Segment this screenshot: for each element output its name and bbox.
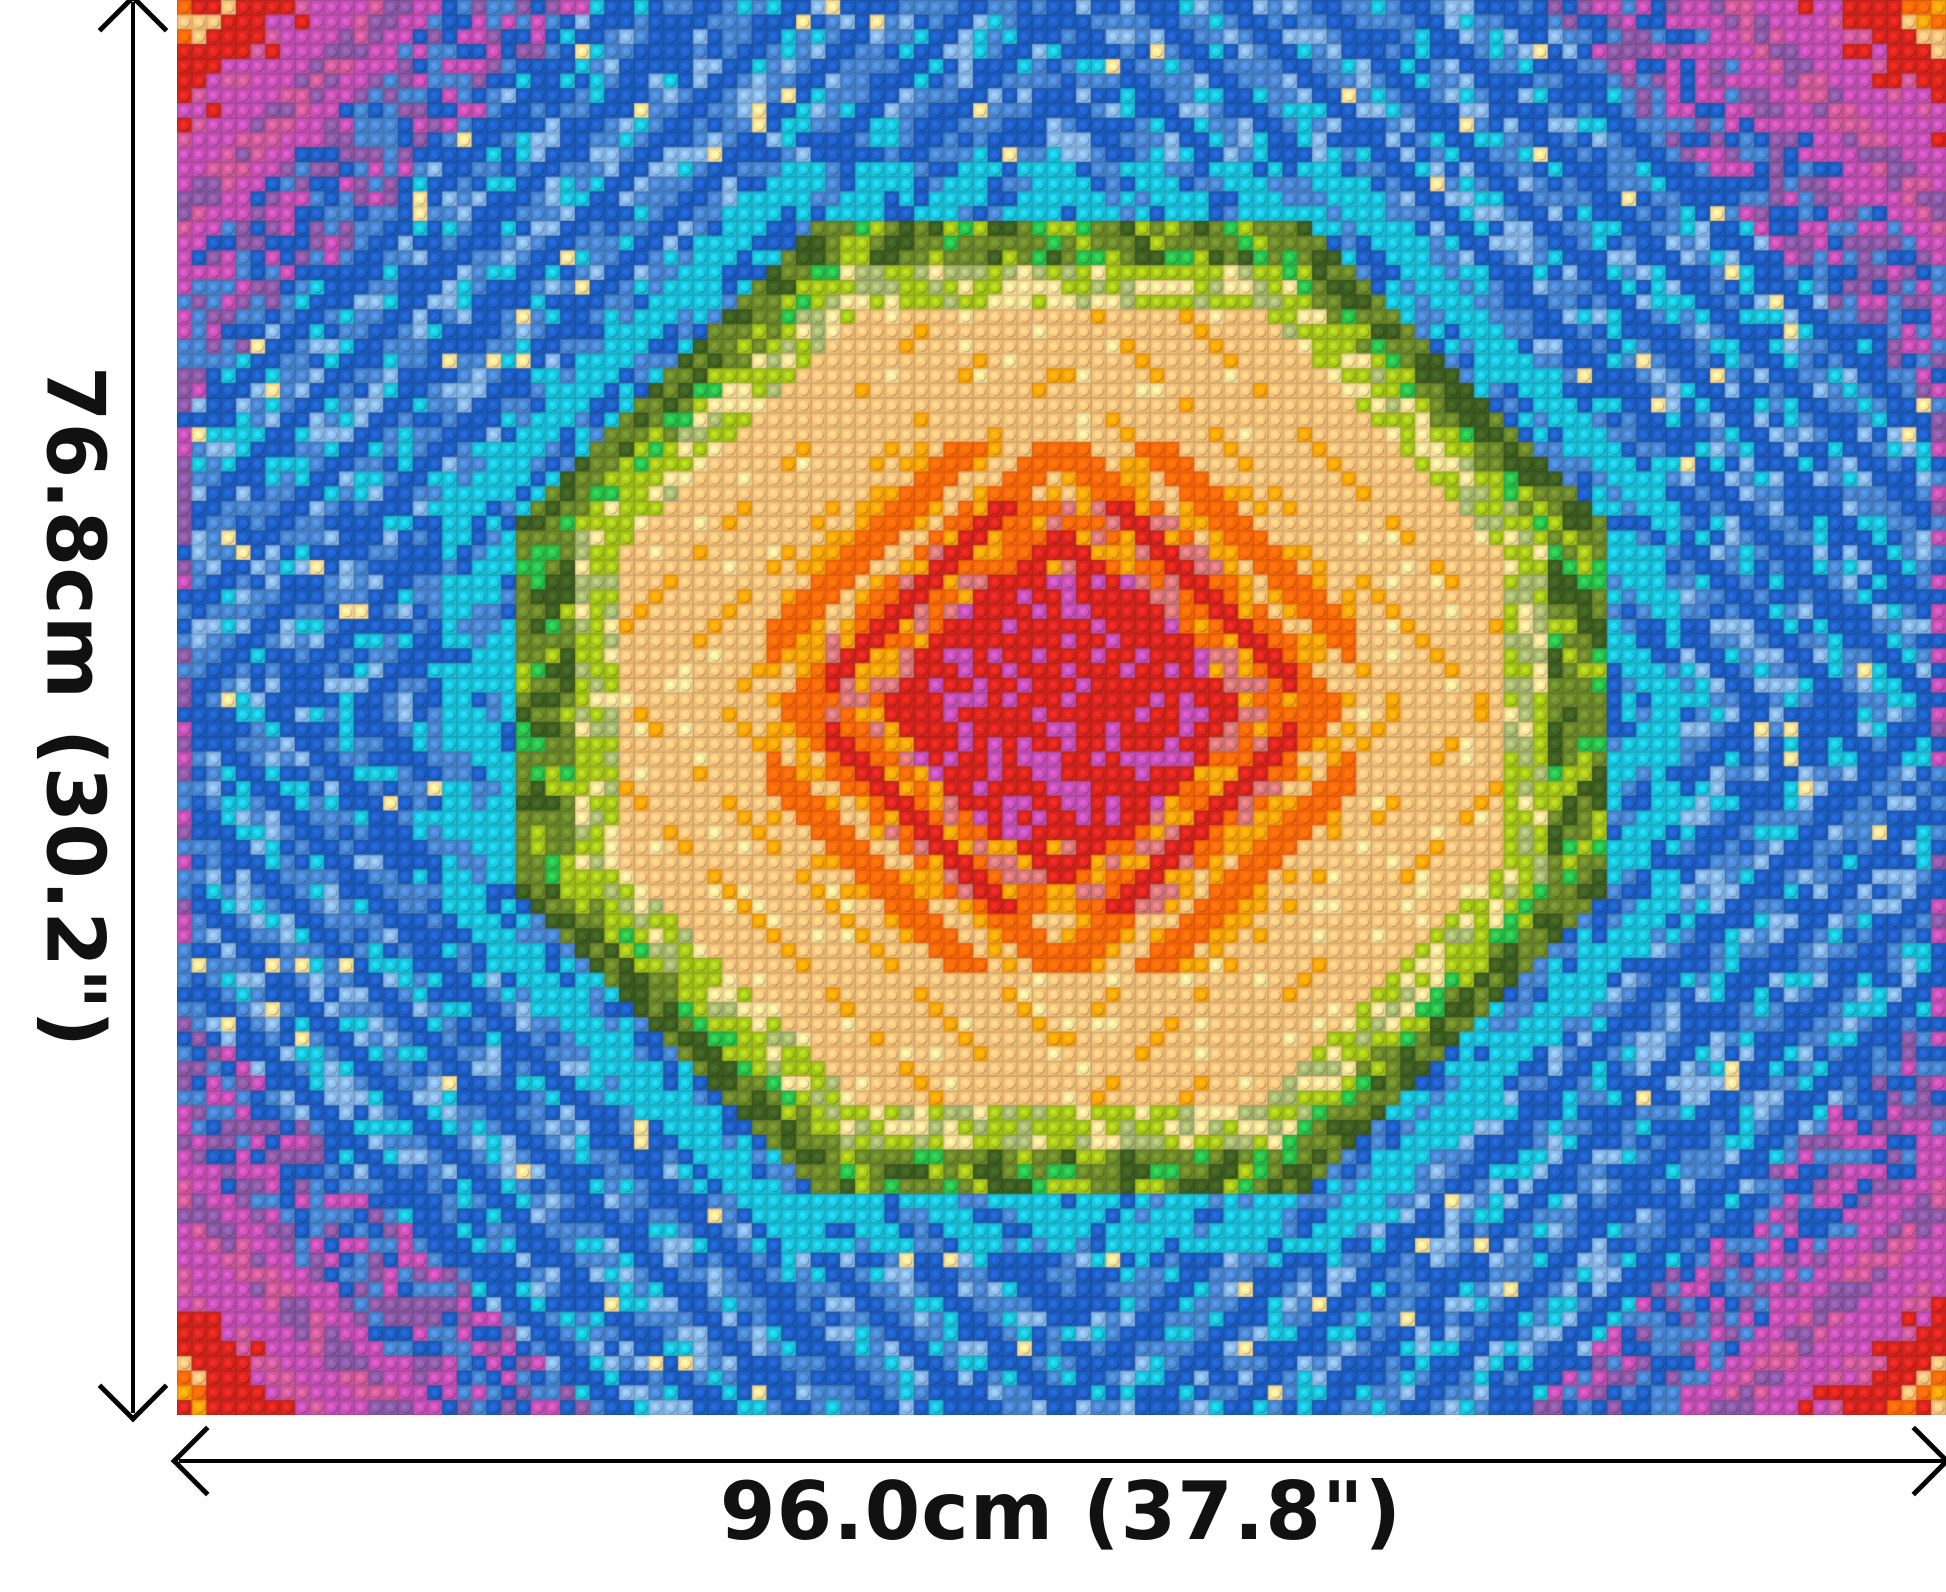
width-dimension-line	[179, 1459, 1944, 1463]
width-label: 96.0cm (37.8")	[719, 1465, 1403, 1558]
height-dimension-line	[131, 2, 135, 1413]
height-label: 76.8cm (30.2")	[28, 365, 122, 1049]
brick-mosaic-image	[177, 0, 1946, 1415]
arrow-down-icon	[97, 1351, 169, 1423]
arrow-up-icon	[97, 0, 169, 65]
